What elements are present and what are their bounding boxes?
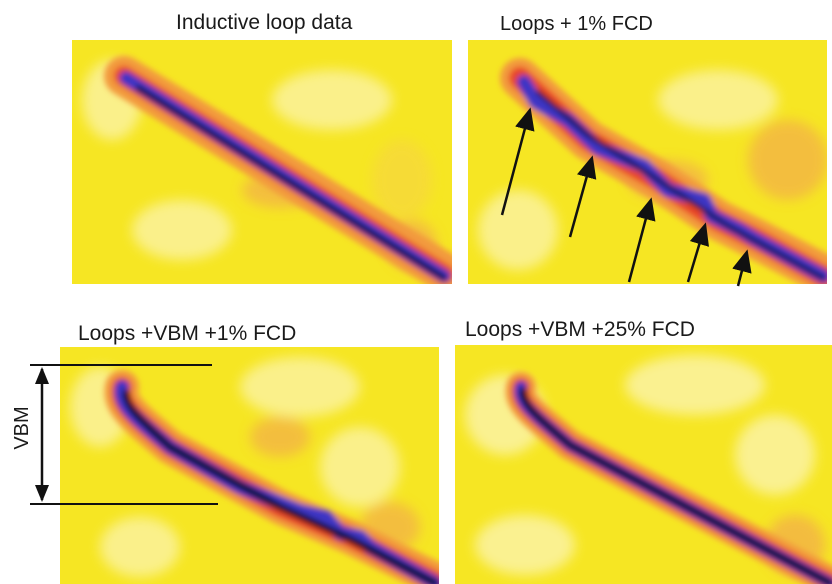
vbm-bracket — [30, 364, 218, 505]
heatmap-inductive-loop — [72, 40, 452, 284]
panel-title-loops-1pct-fcd: Loops + 1% FCD — [500, 13, 653, 35]
panel-title-loops-vbm-25pct-fcd: Loops +VBM +25% FCD — [465, 318, 695, 341]
panel-title-inductive-loop: Inductive loop data — [176, 11, 353, 34]
panel-title-loops-vbm-1pct-fcd: Loops +VBM +1% FCD — [78, 322, 297, 345]
heatmap-loops-1pct-fcd — [468, 40, 827, 284]
heatmap-loops-vbm-1pct-fcd — [60, 347, 439, 584]
heatmap-loops-vbm-25pct-fcd — [455, 345, 832, 584]
vbm-label: VBM — [11, 406, 33, 450]
